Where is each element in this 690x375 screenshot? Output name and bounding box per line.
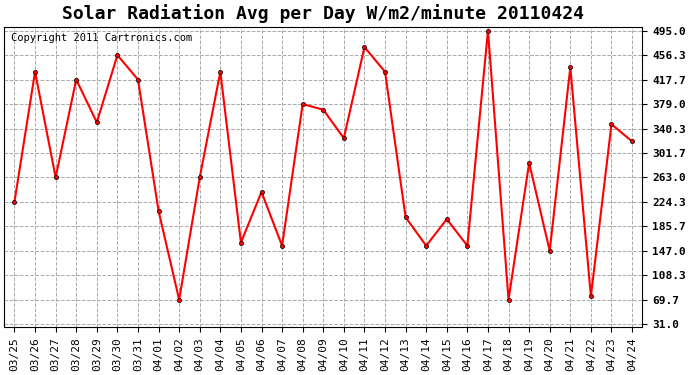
Title: Solar Radiation Avg per Day W/m2/minute 20110424: Solar Radiation Avg per Day W/m2/minute … [62,4,584,23]
Text: Copyright 2011 Cartronics.com: Copyright 2011 Cartronics.com [10,33,192,44]
